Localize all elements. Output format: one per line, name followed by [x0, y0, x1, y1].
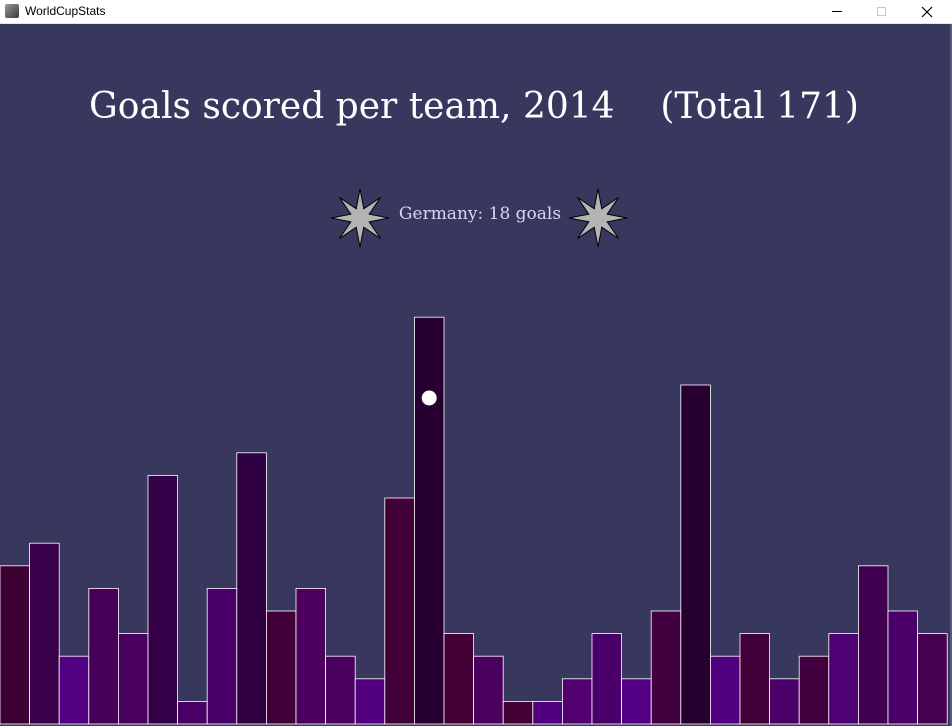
bar-1[interactable] — [29, 542, 60, 725]
bar-6[interactable] — [177, 701, 208, 725]
bar-13[interactable] — [384, 497, 415, 725]
bar-5[interactable] — [147, 474, 179, 725]
bar-14[interactable] — [413, 316, 445, 725]
highlight-marker — [421, 390, 437, 406]
bar-18[interactable] — [532, 701, 563, 725]
bar-17[interactable] — [502, 701, 534, 725]
maximize-icon — [876, 7, 886, 16]
chart-title: Goals scored per team, 2014 (Total 171) — [0, 86, 948, 127]
window-right-border — [950, 24, 952, 726]
bar-10[interactable] — [295, 588, 327, 725]
bar-chart — [0, 316, 948, 725]
bar-23[interactable] — [680, 384, 711, 725]
bar-24[interactable] — [710, 655, 741, 725]
bar-11[interactable] — [325, 655, 356, 725]
bar-25[interactable] — [739, 633, 771, 725]
app-icon — [5, 4, 19, 18]
bar-12[interactable] — [354, 678, 386, 725]
bar-9[interactable] — [265, 610, 297, 725]
bar-4[interactable] — [118, 633, 149, 725]
bar-16[interactable] — [473, 655, 504, 725]
highlight-label: Germany: 18 goals — [398, 204, 562, 224]
bar-31[interactable] — [917, 633, 948, 725]
chart-title-text: Goals scored per team, 2014 — [89, 86, 615, 127]
bar-21[interactable] — [621, 678, 652, 725]
bar-3[interactable] — [88, 588, 119, 725]
bar-27[interactable] — [798, 655, 830, 725]
close-button[interactable] — [904, 0, 950, 23]
bar-26[interactable] — [769, 678, 800, 725]
close-icon — [921, 6, 933, 17]
chart-canvas: Goals scored per team, 2014 (Total 171) … — [0, 24, 952, 726]
bar-8[interactable] — [236, 452, 267, 725]
bar-0[interactable] — [0, 565, 31, 725]
bar-30[interactable] — [887, 610, 919, 725]
bar-7[interactable] — [206, 588, 238, 725]
title-bar: WorldCupStats — [0, 0, 952, 24]
star-left-icon — [330, 188, 390, 248]
bar-29[interactable] — [858, 565, 889, 725]
chart-total: (Total 171) — [660, 86, 859, 127]
bar-2[interactable] — [58, 655, 90, 725]
maximize-button[interactable] — [858, 0, 904, 23]
bar-19[interactable] — [562, 678, 593, 725]
bar-28[interactable] — [828, 633, 859, 725]
minimize-icon — [832, 11, 842, 12]
bar-15[interactable] — [443, 633, 475, 725]
window-title: WorldCupStats — [25, 4, 106, 18]
bar-22[interactable] — [650, 610, 682, 725]
star-right-icon — [568, 188, 628, 248]
bar-20[interactable] — [591, 633, 623, 725]
minimize-button[interactable] — [814, 0, 860, 23]
